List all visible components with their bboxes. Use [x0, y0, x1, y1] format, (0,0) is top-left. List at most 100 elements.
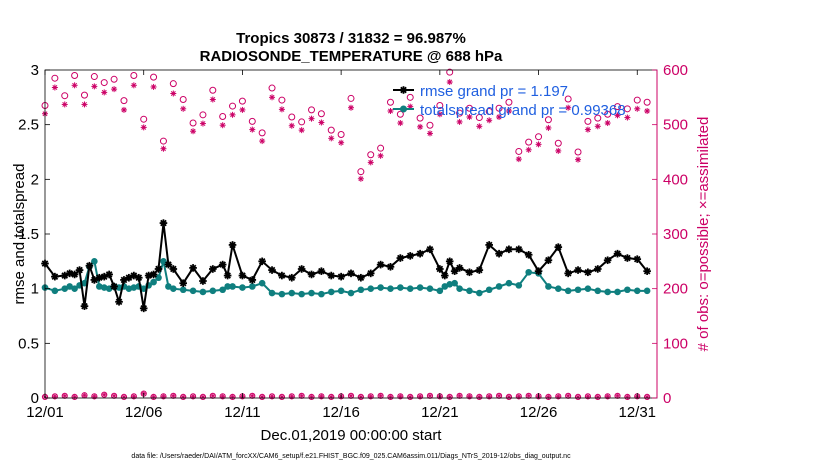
obs-rejected-mark	[388, 394, 393, 400]
obs-possible-point	[229, 102, 237, 110]
obs-assimilated-point	[150, 83, 157, 90]
y-right-tick-label: 100	[663, 335, 688, 352]
obs-rejected-mark	[328, 394, 334, 400]
obs-rejected-mark	[595, 394, 601, 400]
rmse-point-core	[141, 306, 146, 311]
obs-rejected-point	[466, 393, 473, 400]
obs-rejected-mark	[417, 393, 423, 399]
obs-possible-point	[544, 116, 552, 124]
obs-rejected-mark	[249, 393, 255, 399]
obs-possible-point	[426, 121, 434, 129]
totalspread-point	[189, 287, 197, 295]
totalspread-point	[594, 287, 602, 295]
obs-assimilated-point	[634, 105, 641, 112]
totalspread-point	[337, 287, 345, 295]
legend-rmse-core	[401, 88, 406, 92]
obs-rejected-point	[397, 393, 404, 400]
obs-assimilated-point	[357, 175, 364, 182]
obs-assimilated-point	[338, 139, 345, 146]
y-right-tick-label: 400	[663, 171, 688, 188]
rmse-point-core	[102, 274, 107, 279]
obs-possible-point	[248, 117, 256, 125]
rmse-point-core	[595, 266, 600, 271]
obs-rejected-point	[446, 393, 453, 401]
rmse-point-core	[477, 268, 482, 273]
totalspread-point	[554, 285, 562, 292]
obs-assimilated-point	[288, 122, 295, 129]
obs-assimilated-point	[535, 141, 542, 148]
totalspread-point	[485, 286, 493, 294]
obs-possible-point	[584, 117, 592, 125]
rmse-point-core	[107, 272, 112, 277]
obs-assimilated-point	[160, 145, 167, 152]
rmse-point-core	[645, 269, 650, 274]
obs-rejected-mark	[496, 393, 502, 399]
totalspread-point	[155, 274, 162, 282]
rmse-point-core	[452, 269, 457, 274]
obs-assimilated-point	[318, 119, 325, 126]
totalspread-point	[451, 279, 458, 287]
obs-rejected-point	[565, 392, 572, 399]
obs-assimilated-point	[81, 101, 88, 108]
rmse-point-core	[117, 299, 122, 304]
obs-rejected-mark	[516, 393, 522, 399]
totalspread-point	[505, 279, 513, 287]
rmse-point-core	[625, 256, 630, 261]
obs-rejected-point	[545, 393, 552, 401]
y-left-tick-label: 2	[31, 171, 39, 188]
totalspread-point	[219, 286, 226, 294]
obs-possible-point	[278, 96, 286, 104]
rmse-point-core	[339, 274, 344, 279]
totalspread-point	[584, 285, 592, 292]
obs-assimilated-point	[308, 115, 315, 122]
obs-assimilated-point	[298, 127, 305, 134]
obs-rejected-mark	[230, 394, 235, 400]
obs-assimilated-point	[180, 105, 187, 112]
obs-assimilated-point	[545, 124, 552, 131]
obs-possible-point	[367, 151, 375, 159]
obs-possible-point	[90, 73, 98, 81]
obs-rejected-mark	[447, 394, 453, 400]
totalspread-point	[165, 283, 172, 290]
rmse-point-core	[457, 265, 462, 270]
totalspread-point	[179, 286, 187, 294]
obs-assimilated-point	[229, 111, 236, 118]
obs-rejected-mark	[289, 393, 295, 399]
obs-possible-point	[475, 114, 483, 122]
obs-possible-point	[386, 98, 394, 106]
totalspread-point	[298, 290, 305, 298]
obs-rejected-mark	[180, 394, 186, 400]
rmse-point-core	[240, 273, 245, 278]
totalspread-point	[248, 283, 256, 290]
obs-rejected-point	[298, 392, 305, 399]
totalspread-point	[318, 290, 325, 298]
obs-rejected-point	[189, 393, 197, 400]
obs-assimilated-point	[209, 96, 216, 103]
rmse-point-core	[427, 247, 432, 252]
obs-assimilated-point	[101, 89, 108, 96]
totalspread-point	[515, 282, 523, 289]
obs-rejected-mark	[62, 393, 68, 399]
totalspread-point	[288, 289, 296, 297]
obs-rejected-point	[288, 393, 295, 400]
obs-assimilated-point	[61, 101, 68, 108]
totalspread-point	[239, 284, 246, 291]
obs-rejected-point	[505, 393, 513, 401]
rmse-point-core	[289, 275, 294, 280]
obs-assimilated-point	[387, 108, 394, 114]
totalspread-point	[525, 268, 532, 276]
obs-possible-point	[61, 92, 69, 100]
obs-rejected-mark	[575, 394, 581, 400]
obs-possible-point	[535, 133, 543, 141]
obs-rejected-point	[209, 392, 216, 399]
rmse-point-core	[566, 271, 571, 276]
rmse-point-core	[605, 258, 610, 263]
obs-assimilated-point	[259, 138, 266, 145]
tick-layer: 12/01 12/06 12/11 12/16 12/21 12/26 12/31 0 0.5 1…	[18, 62, 688, 421]
obs-possible-point	[169, 80, 177, 88]
obs-rejected-mark	[615, 393, 620, 399]
totalspread-point	[633, 287, 641, 295]
obs-rejected-mark	[111, 393, 117, 399]
